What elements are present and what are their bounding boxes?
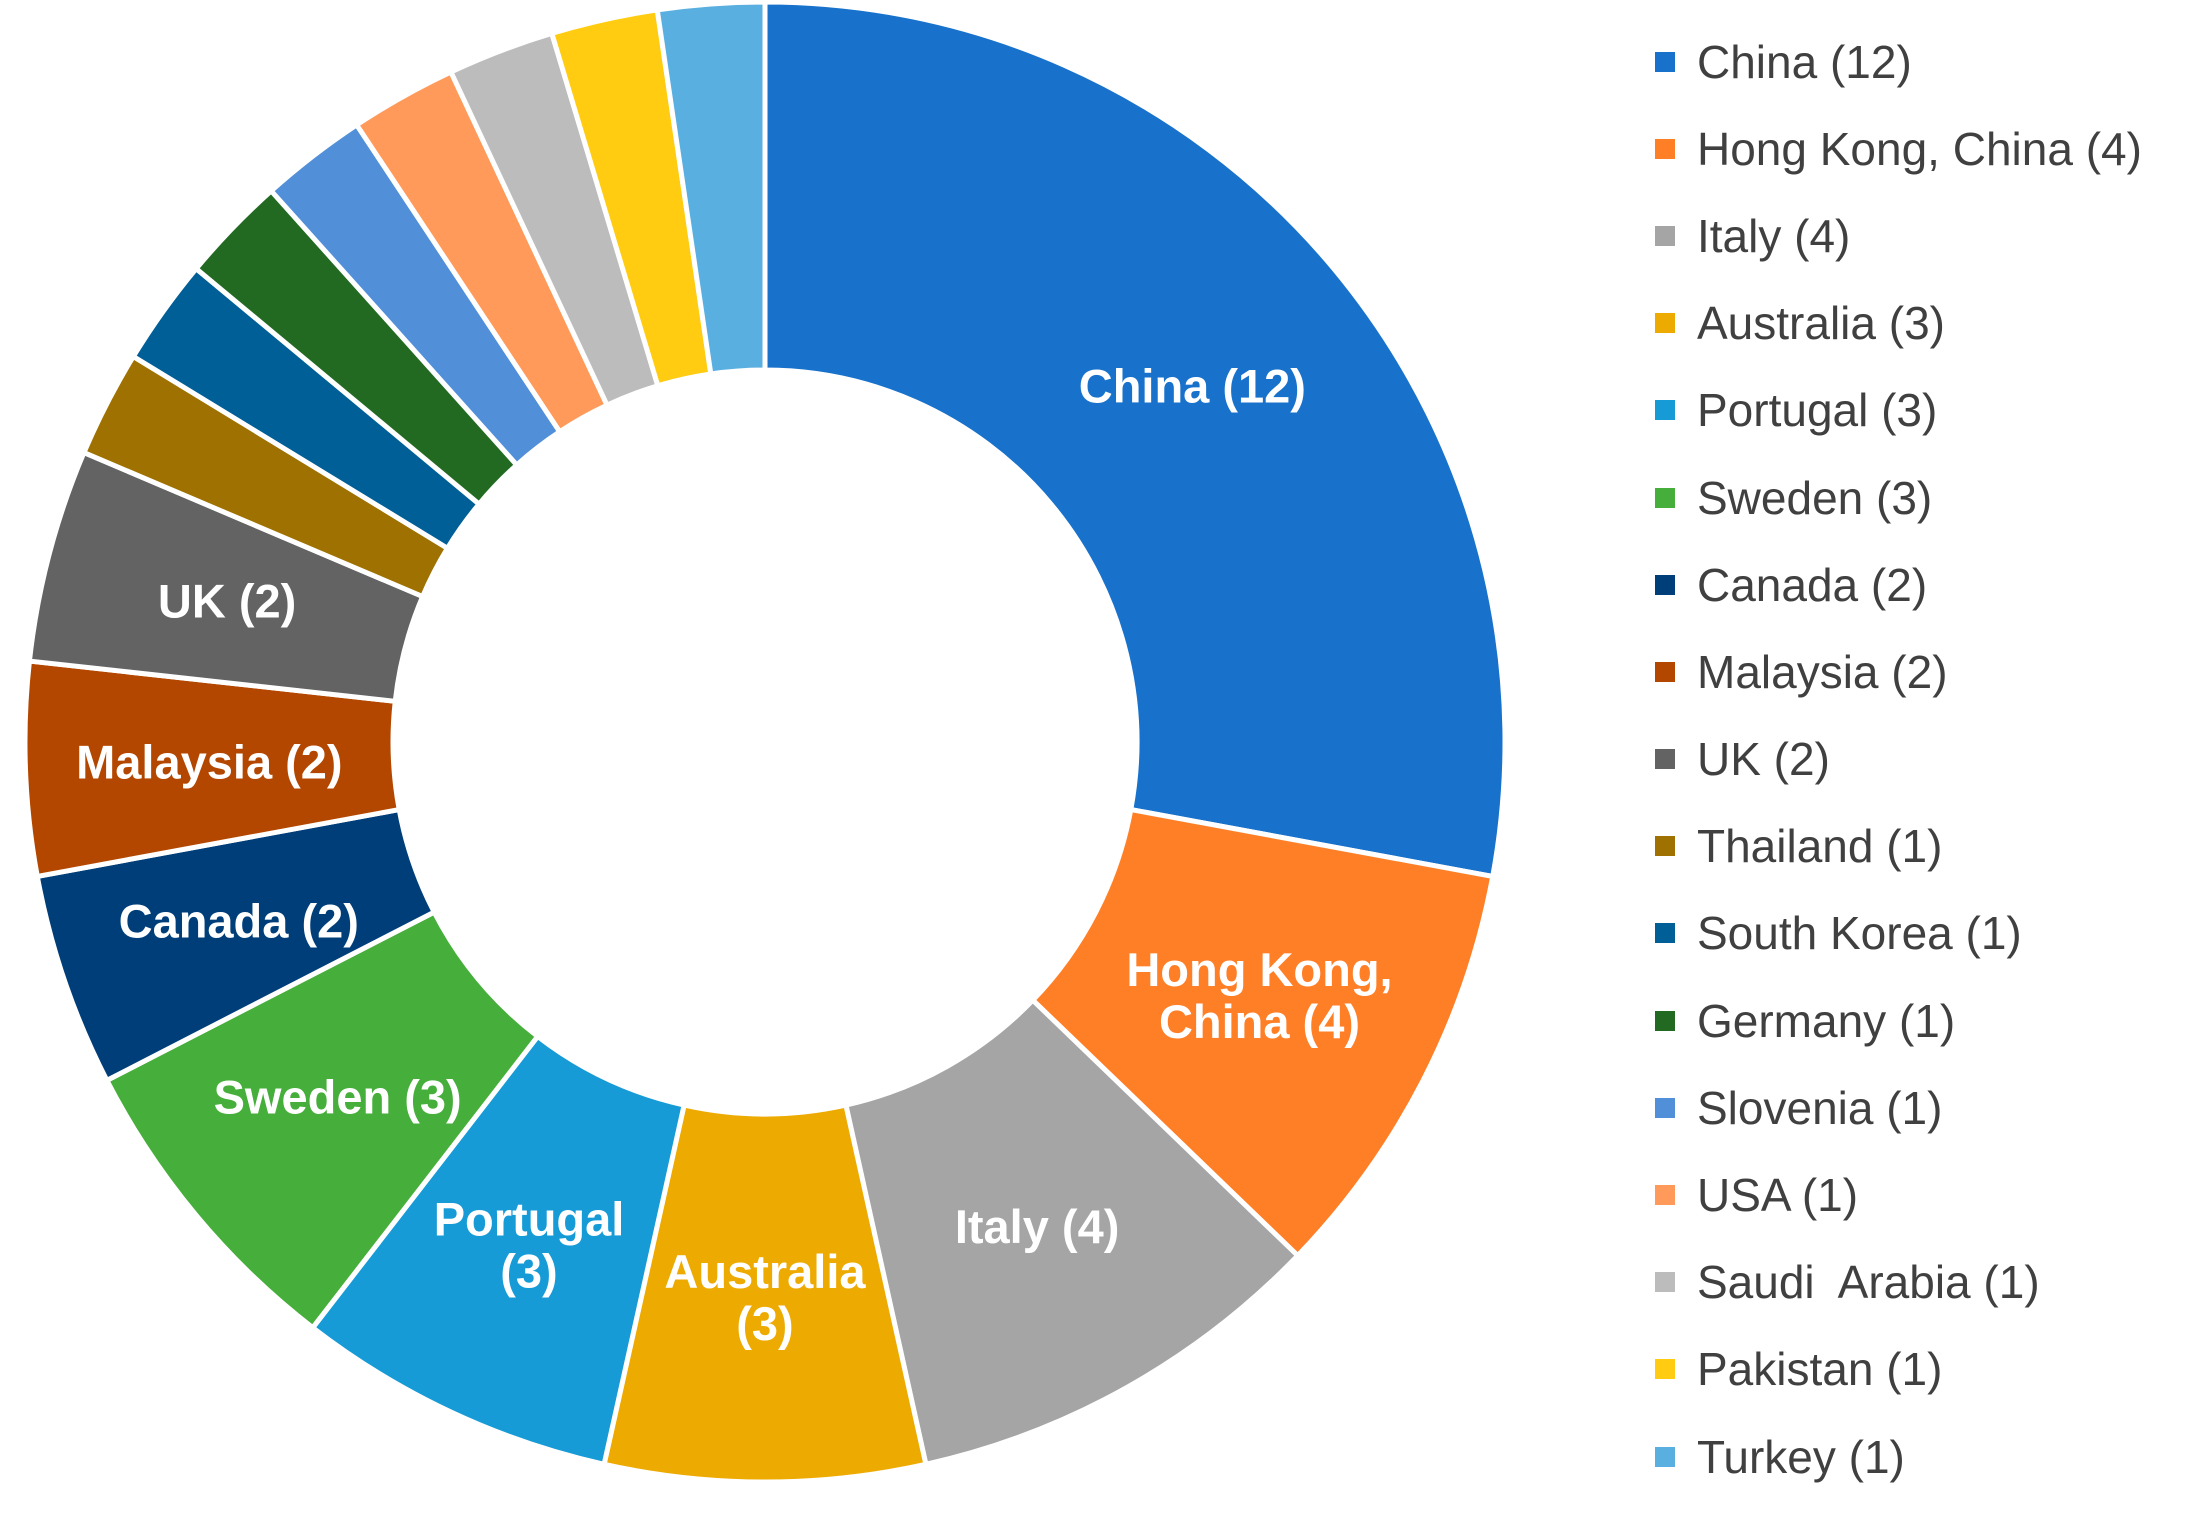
legend-label: UK (2) xyxy=(1697,733,1830,786)
legend-item-thailand-1: Thailand (1) xyxy=(1655,803,2195,890)
slice-label-portugal-3: Portugal (3) xyxy=(434,1192,625,1297)
slice-label-sweden-3: Sweden (3) xyxy=(214,1071,462,1124)
legend-item-slovenia-1: Slovenia (1) xyxy=(1655,1064,2195,1151)
donut-slice-hong-kong-china-4 xyxy=(1030,807,1496,1259)
slice-label-uk-2: UK (2) xyxy=(158,574,296,627)
legend-swatch xyxy=(1655,313,1675,334)
legend-label: USA (1) xyxy=(1697,1169,1859,1222)
legend-label: Pakistan (1) xyxy=(1697,1343,1943,1396)
legend-swatch xyxy=(1655,1097,1675,1118)
legend-label: China (12) xyxy=(1697,35,1912,88)
donut-slice-china-12 xyxy=(762,0,1508,879)
legend-label: Hong Kong, China (4) xyxy=(1697,122,2142,175)
legend-item-australia-3: Australia (3) xyxy=(1655,280,2195,367)
legend-item-china-12: China (12) xyxy=(1655,18,2195,105)
legend-swatch xyxy=(1655,749,1675,770)
chart-legend: China (12) Hong Kong, China (4) Italy (4) A… xyxy=(1655,18,2195,1500)
slice-label-italy-4: Italy (4) xyxy=(955,1200,1120,1253)
legend-item-south-korea-1: South Korea (1) xyxy=(1655,890,2195,977)
legend-item-uk-2: UK (2) xyxy=(1655,716,2195,803)
legend-item-saudi-arabia-1: Saudi Arabia (1) xyxy=(1655,1239,2195,1326)
legend-label: Slovenia (1) xyxy=(1697,1081,1943,1134)
slice-label-hong-kong-china-4: Hong Kong, China (4) xyxy=(1126,943,1392,1048)
legend-label: Turkey (1) xyxy=(1697,1430,1905,1483)
legend-label: Italy (4) xyxy=(1697,209,1851,262)
legend-item-hong-kong-china-4: Hong Kong, China (4) xyxy=(1655,105,2195,192)
legend-item-malaysia-2: Malaysia (2) xyxy=(1655,628,2195,715)
legend-item-pakistan-1: Pakistan (1) xyxy=(1655,1326,2195,1413)
donut-slice-italy-4 xyxy=(843,997,1301,1467)
legend-item-italy-4: Italy (4) xyxy=(1655,192,2195,279)
legend-label: Germany (1) xyxy=(1697,994,1956,1047)
legend-swatch xyxy=(1655,661,1675,682)
legend-label: Malaysia (2) xyxy=(1697,645,1948,698)
donut-slice-turkey-1 xyxy=(654,0,768,377)
legend-swatch xyxy=(1655,1446,1675,1467)
legend-swatch xyxy=(1655,51,1675,72)
legend-label: Thailand (1) xyxy=(1697,820,1943,873)
slice-label-china-12: China (12) xyxy=(1079,359,1306,412)
legend-swatch xyxy=(1655,574,1675,595)
legend-item-turkey-1: Turkey (1) xyxy=(1655,1413,2195,1500)
legend-swatch xyxy=(1655,1359,1675,1380)
legend-item-canada-2: Canada (2) xyxy=(1655,541,2195,628)
legend-label: Portugal (3) xyxy=(1697,384,1938,437)
legend-swatch xyxy=(1655,1010,1675,1031)
legend-swatch xyxy=(1655,1185,1675,1206)
slice-label-malaysia-2: Malaysia (2) xyxy=(76,735,342,788)
legend-item-sweden-3: Sweden (3) xyxy=(1655,454,2195,541)
legend-swatch xyxy=(1655,487,1675,508)
legend-swatch xyxy=(1655,400,1675,421)
legend-label: Canada (2) xyxy=(1697,558,1928,611)
legend-label: Saudi Arabia (1) xyxy=(1697,1256,2040,1309)
legend-swatch xyxy=(1655,138,1675,159)
legend-item-usa-1: USA (1) xyxy=(1655,1151,2195,1238)
legend-label: Australia (3) xyxy=(1697,297,1945,350)
legend-swatch xyxy=(1655,923,1675,944)
legend-swatch xyxy=(1655,225,1675,246)
legend-item-portugal-3: Portugal (3) xyxy=(1655,367,2195,454)
legend-label: South Korea (1) xyxy=(1697,907,2022,960)
legend-item-germany-1: Germany (1) xyxy=(1655,977,2195,1064)
legend-label: Sweden (3) xyxy=(1697,471,1933,524)
legend-swatch xyxy=(1655,836,1675,857)
slice-label-canada-2: Canada (2) xyxy=(119,895,359,948)
slice-label-australia-3: Australia (3) xyxy=(664,1245,866,1350)
legend-swatch xyxy=(1655,1272,1675,1293)
